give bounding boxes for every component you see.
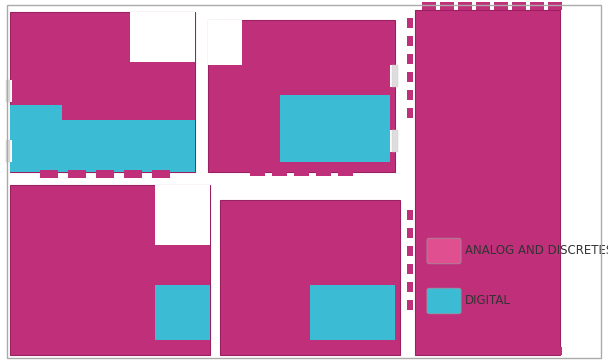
Bar — [392, 130, 398, 152]
Bar — [548, 2, 562, 10]
Bar — [10, 12, 195, 172]
Bar — [440, 2, 454, 10]
Bar — [280, 95, 390, 162]
Text: DIGITAL: DIGITAL — [465, 294, 511, 307]
Bar — [155, 185, 210, 245]
Bar — [8, 80, 12, 102]
Bar — [407, 54, 413, 64]
Bar — [8, 140, 12, 162]
Bar — [530, 2, 544, 10]
Bar — [208, 20, 395, 172]
Bar — [10, 185, 210, 355]
Bar — [415, 10, 560, 355]
Bar — [494, 347, 508, 355]
Bar — [152, 170, 170, 178]
Bar — [548, 347, 562, 355]
Bar — [208, 20, 242, 65]
Bar — [458, 2, 472, 10]
Text: ANALOG AND DISCRETES: ANALOG AND DISCRETES — [465, 245, 608, 257]
Bar — [62, 120, 195, 172]
Bar — [422, 347, 436, 355]
Bar — [440, 347, 454, 355]
Bar — [390, 65, 397, 87]
Bar — [407, 90, 413, 100]
Bar — [250, 168, 265, 176]
FancyBboxPatch shape — [427, 288, 461, 314]
Bar — [512, 2, 526, 10]
Bar — [494, 2, 508, 10]
Bar — [407, 108, 413, 118]
Bar — [338, 168, 353, 176]
Bar — [272, 168, 287, 176]
Bar — [476, 347, 490, 355]
Bar — [96, 170, 114, 178]
Bar — [392, 65, 398, 87]
Bar — [6, 140, 10, 162]
Bar — [407, 72, 413, 82]
Bar — [294, 168, 309, 176]
Bar — [530, 347, 544, 355]
Bar — [130, 12, 195, 62]
Bar — [220, 200, 400, 355]
Bar — [407, 228, 413, 238]
Bar — [407, 36, 413, 46]
Bar — [458, 347, 472, 355]
Bar — [407, 264, 413, 274]
Bar — [476, 2, 490, 10]
Bar — [407, 18, 413, 28]
Bar — [390, 130, 397, 152]
FancyBboxPatch shape — [427, 238, 461, 264]
Bar — [407, 210, 413, 220]
Bar — [10, 105, 62, 172]
Bar — [124, 170, 142, 178]
Bar — [407, 300, 413, 310]
Bar — [310, 285, 395, 340]
Bar — [6, 80, 10, 102]
Bar — [422, 2, 436, 10]
Bar — [316, 168, 331, 176]
Bar — [155, 285, 210, 340]
Bar — [407, 246, 413, 256]
Bar — [40, 170, 58, 178]
Bar — [407, 282, 413, 292]
Bar — [68, 170, 86, 178]
Bar — [512, 347, 526, 355]
